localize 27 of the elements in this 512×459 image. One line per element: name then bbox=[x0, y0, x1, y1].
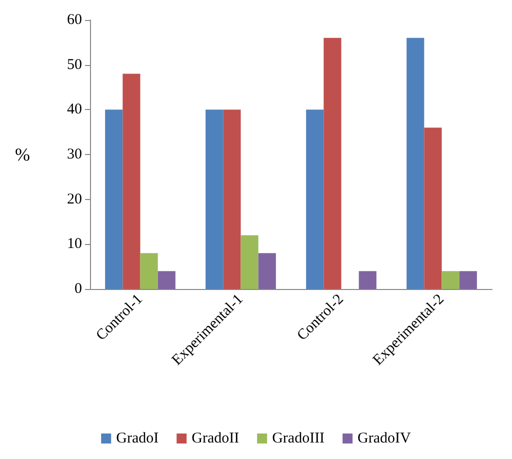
bar bbox=[324, 38, 342, 289]
legend-label: GradoIII bbox=[272, 430, 325, 446]
bar bbox=[358, 271, 376, 289]
bar bbox=[459, 271, 477, 289]
y-tick-label: 30 bbox=[67, 146, 82, 162]
legend-label: GradoIV bbox=[358, 430, 412, 446]
bar bbox=[206, 110, 224, 289]
bar bbox=[140, 253, 158, 289]
legend-label: GradoI bbox=[116, 430, 159, 446]
y-tick-label: 10 bbox=[67, 236, 82, 252]
legend-label: GradoII bbox=[192, 430, 240, 446]
bar bbox=[442, 271, 460, 289]
bar bbox=[122, 74, 140, 289]
y-tick-label: 20 bbox=[67, 191, 82, 208]
bar bbox=[105, 110, 123, 289]
y-tick-label: 50 bbox=[67, 56, 82, 73]
bar bbox=[406, 38, 424, 289]
bar bbox=[158, 271, 176, 289]
y-tick-label: 60 bbox=[67, 12, 82, 28]
bar bbox=[424, 128, 442, 289]
y-axis-title: % bbox=[15, 144, 30, 164]
bar bbox=[240, 235, 258, 289]
bar bbox=[258, 253, 276, 289]
y-tick-label: 40 bbox=[67, 102, 82, 118]
bar bbox=[306, 110, 324, 289]
y-tick-label: 0 bbox=[74, 281, 82, 297]
bar bbox=[223, 110, 241, 289]
